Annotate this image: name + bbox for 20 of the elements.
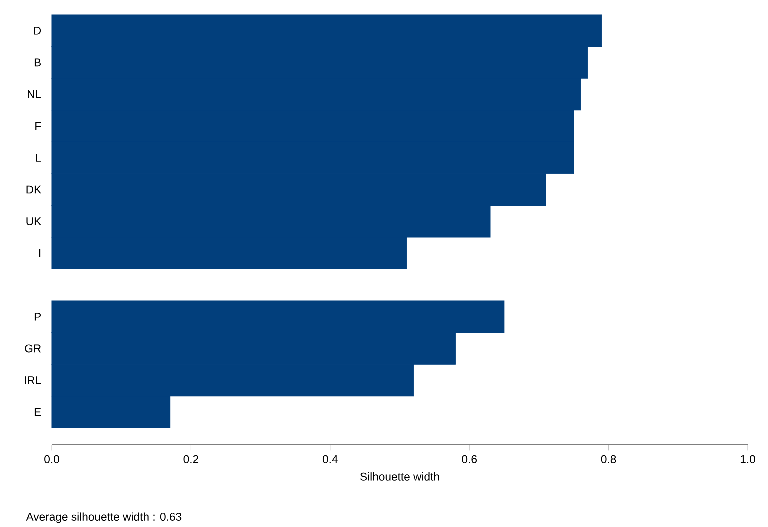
y-tick-label: DK (26, 186, 42, 194)
y-tick-label: P (34, 313, 42, 321)
x-tick-label: 0.4 (322, 455, 338, 464)
x-tick-label: 0.0 (44, 455, 60, 464)
y-tick-label: L (36, 154, 42, 162)
y-tick-label: D (34, 26, 42, 35)
x-tick-label: 1.0 (740, 455, 756, 464)
y-tick-label: IRL (25, 376, 42, 384)
y-tick-label: E (34, 408, 42, 416)
y-tick-label: I (40, 249, 41, 258)
x-tick-label: 0.2 (184, 455, 199, 464)
x-tick-label: 0.8 (601, 455, 616, 464)
x-tick-label: 0.6 (462, 455, 477, 464)
y-tick-label: F (36, 122, 42, 130)
text: Average silhouette width : 0.63 (26, 512, 182, 524)
y-tick-label: UK (26, 218, 42, 226)
x-axis-title: Silhouette width (360, 472, 440, 481)
y-tick-label: B (34, 58, 42, 67)
y-tick-label: GR (25, 344, 42, 353)
y-tick-label: NL (28, 90, 42, 98)
